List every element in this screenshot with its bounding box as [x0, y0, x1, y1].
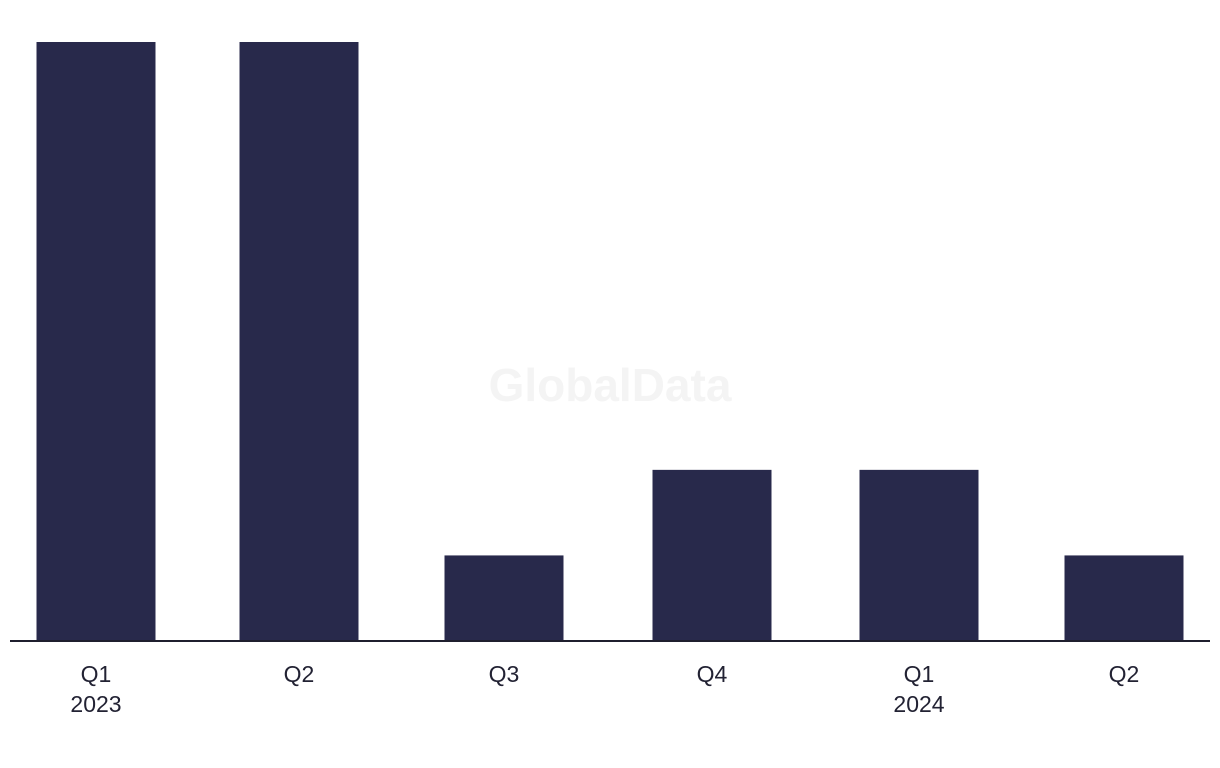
x-tick-label-quarter: Q1	[904, 661, 935, 687]
bar-2	[239, 42, 359, 641]
x-tick-label-quarter: Q2	[1109, 661, 1140, 687]
x-tick-label-quarter: Q2	[284, 661, 315, 687]
x-tick-label-quarter: Q3	[489, 661, 520, 687]
bar-5	[859, 469, 979, 641]
bars-group	[36, 42, 1184, 641]
watermark-logo: GlobalData	[489, 359, 732, 411]
x-tick-labels: Q1 2023 Q2 Q3 Q4 Q1 2024 Q2	[70, 661, 1139, 717]
x-tick-label-quarter: Q1	[81, 661, 112, 687]
x-tick-label-quarter: Q4	[697, 661, 728, 687]
bar-3	[444, 555, 564, 641]
x-tick-label-year: 2024	[893, 691, 944, 717]
x-tick-label-year: 2023	[70, 691, 121, 717]
bar-1	[36, 42, 156, 641]
bar-6	[1064, 555, 1184, 641]
bar-4	[652, 469, 772, 641]
